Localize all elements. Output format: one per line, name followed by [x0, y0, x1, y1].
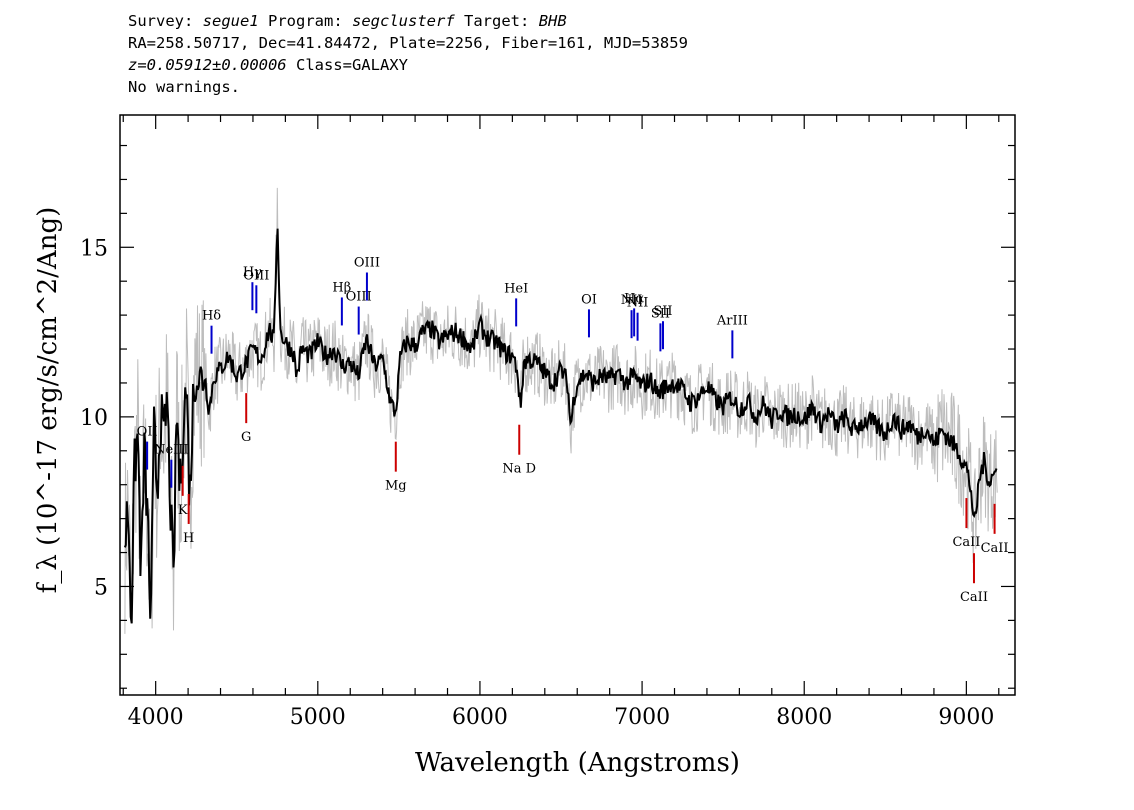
x-tick-label: 7000 [614, 705, 670, 730]
plot-frame [119, 114, 1016, 696]
emission-line-label: ArIII [716, 313, 748, 328]
header-line-1: Survey: segue1 Program: segclusterf Targ… [128, 10, 688, 32]
class-value: Class=GALAXY [295, 56, 408, 74]
x-axis-label: Wavelength (Angstroms) [415, 748, 740, 778]
x-tick-label: 5000 [290, 705, 346, 730]
absorption-line-label: H [183, 531, 194, 546]
flux-spectrum [123, 228, 998, 624]
emission-line-label: NeIII [154, 443, 188, 458]
y-tick-label: 15 [80, 236, 108, 261]
absorption-line-label: G [241, 430, 251, 445]
x-tick-label: 4000 [128, 705, 184, 730]
x-tick-label: 9000 [938, 705, 994, 730]
emission-line-label: OIII [354, 255, 380, 270]
absorption-line-label: Mg [385, 479, 407, 494]
emission-line-label: Hβ [332, 280, 351, 295]
survey-value: segue1 [202, 12, 259, 30]
emission-line-label: OII [137, 425, 158, 440]
x-tick-label: 6000 [452, 705, 508, 730]
absorption-line-label: CaII [981, 541, 1009, 556]
header-coords: RA=258.50717, Dec=41.84472, Plate=2256, … [128, 34, 688, 52]
header-warnings: No warnings. [128, 78, 240, 96]
emission-line-label: SII [653, 304, 672, 319]
header-line-3: z=0.05912±0.00006 Class=GALAXY [128, 54, 688, 76]
noise-spectrum [124, 187, 998, 634]
absorption-line-label: CaII [952, 535, 980, 550]
absorption-line-label: CaII [960, 590, 988, 605]
program-label: Program: [268, 12, 343, 30]
absorption-line-label: K [178, 503, 188, 518]
emission-line-label: OI [581, 292, 597, 307]
emission-line-label: NII [627, 296, 649, 311]
emission-line-label: OIII [346, 290, 372, 305]
redshift-value: z=0.05912±0.00006 [128, 56, 287, 74]
spectrum-header: Survey: segue1 Program: segclusterf Targ… [128, 10, 688, 98]
absorption-line-label: Na D [502, 462, 536, 477]
emission-line-label: HeI [504, 281, 528, 296]
y-axis-label: f_λ (10^-17 erg/s/cm^2/Ang) [33, 207, 63, 593]
target-label: Target: [464, 12, 530, 30]
x-tick-label: 8000 [776, 705, 832, 730]
emission-line-label: Hγ [243, 265, 262, 280]
y-tick-label: 5 [94, 575, 108, 600]
emission-line-label: OIII [243, 268, 269, 283]
emission-line-label: SII [651, 306, 670, 321]
program-value: segclusterf [352, 12, 455, 30]
emission-line-label: Hδ [202, 309, 221, 324]
emission-line-label: Hα [624, 291, 644, 306]
emission-line-label: NII [621, 293, 643, 308]
target-value: BHB [538, 12, 567, 30]
survey-label: Survey: [128, 12, 194, 30]
y-tick-label: 10 [80, 406, 108, 431]
